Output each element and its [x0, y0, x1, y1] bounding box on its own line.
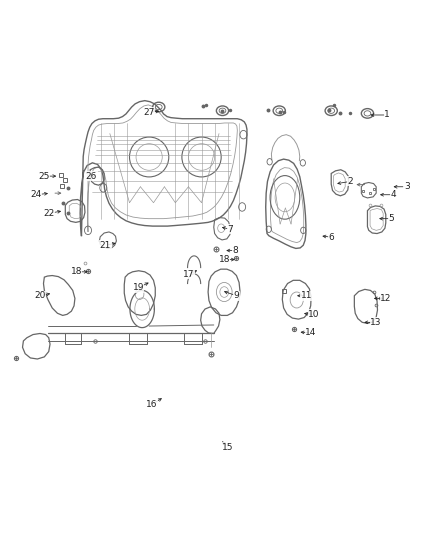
Text: 9: 9	[233, 291, 239, 300]
Text: 11: 11	[300, 291, 312, 300]
Text: 7: 7	[227, 225, 233, 234]
Text: 3: 3	[404, 182, 410, 191]
Text: 18: 18	[219, 255, 230, 264]
Text: 13: 13	[371, 318, 382, 327]
Text: 14: 14	[305, 328, 316, 337]
Text: 5: 5	[389, 214, 394, 223]
Text: 26: 26	[86, 172, 97, 181]
Text: 10: 10	[308, 310, 320, 319]
Text: 2: 2	[347, 177, 353, 186]
Text: 15: 15	[222, 443, 233, 452]
Text: 22: 22	[43, 209, 54, 218]
Text: 1: 1	[384, 110, 390, 119]
Text: 25: 25	[39, 172, 50, 181]
Text: 6: 6	[329, 233, 335, 242]
Text: 8: 8	[233, 246, 238, 255]
Text: 17: 17	[183, 270, 194, 279]
Text: 19: 19	[132, 283, 144, 292]
Text: 18: 18	[71, 268, 82, 276]
Text: 24: 24	[30, 190, 41, 199]
Text: 27: 27	[144, 108, 155, 117]
Text: 21: 21	[100, 241, 111, 250]
Text: 20: 20	[34, 291, 46, 300]
Text: 12: 12	[380, 294, 392, 303]
Text: 4: 4	[391, 190, 396, 199]
Text: 16: 16	[145, 400, 157, 409]
